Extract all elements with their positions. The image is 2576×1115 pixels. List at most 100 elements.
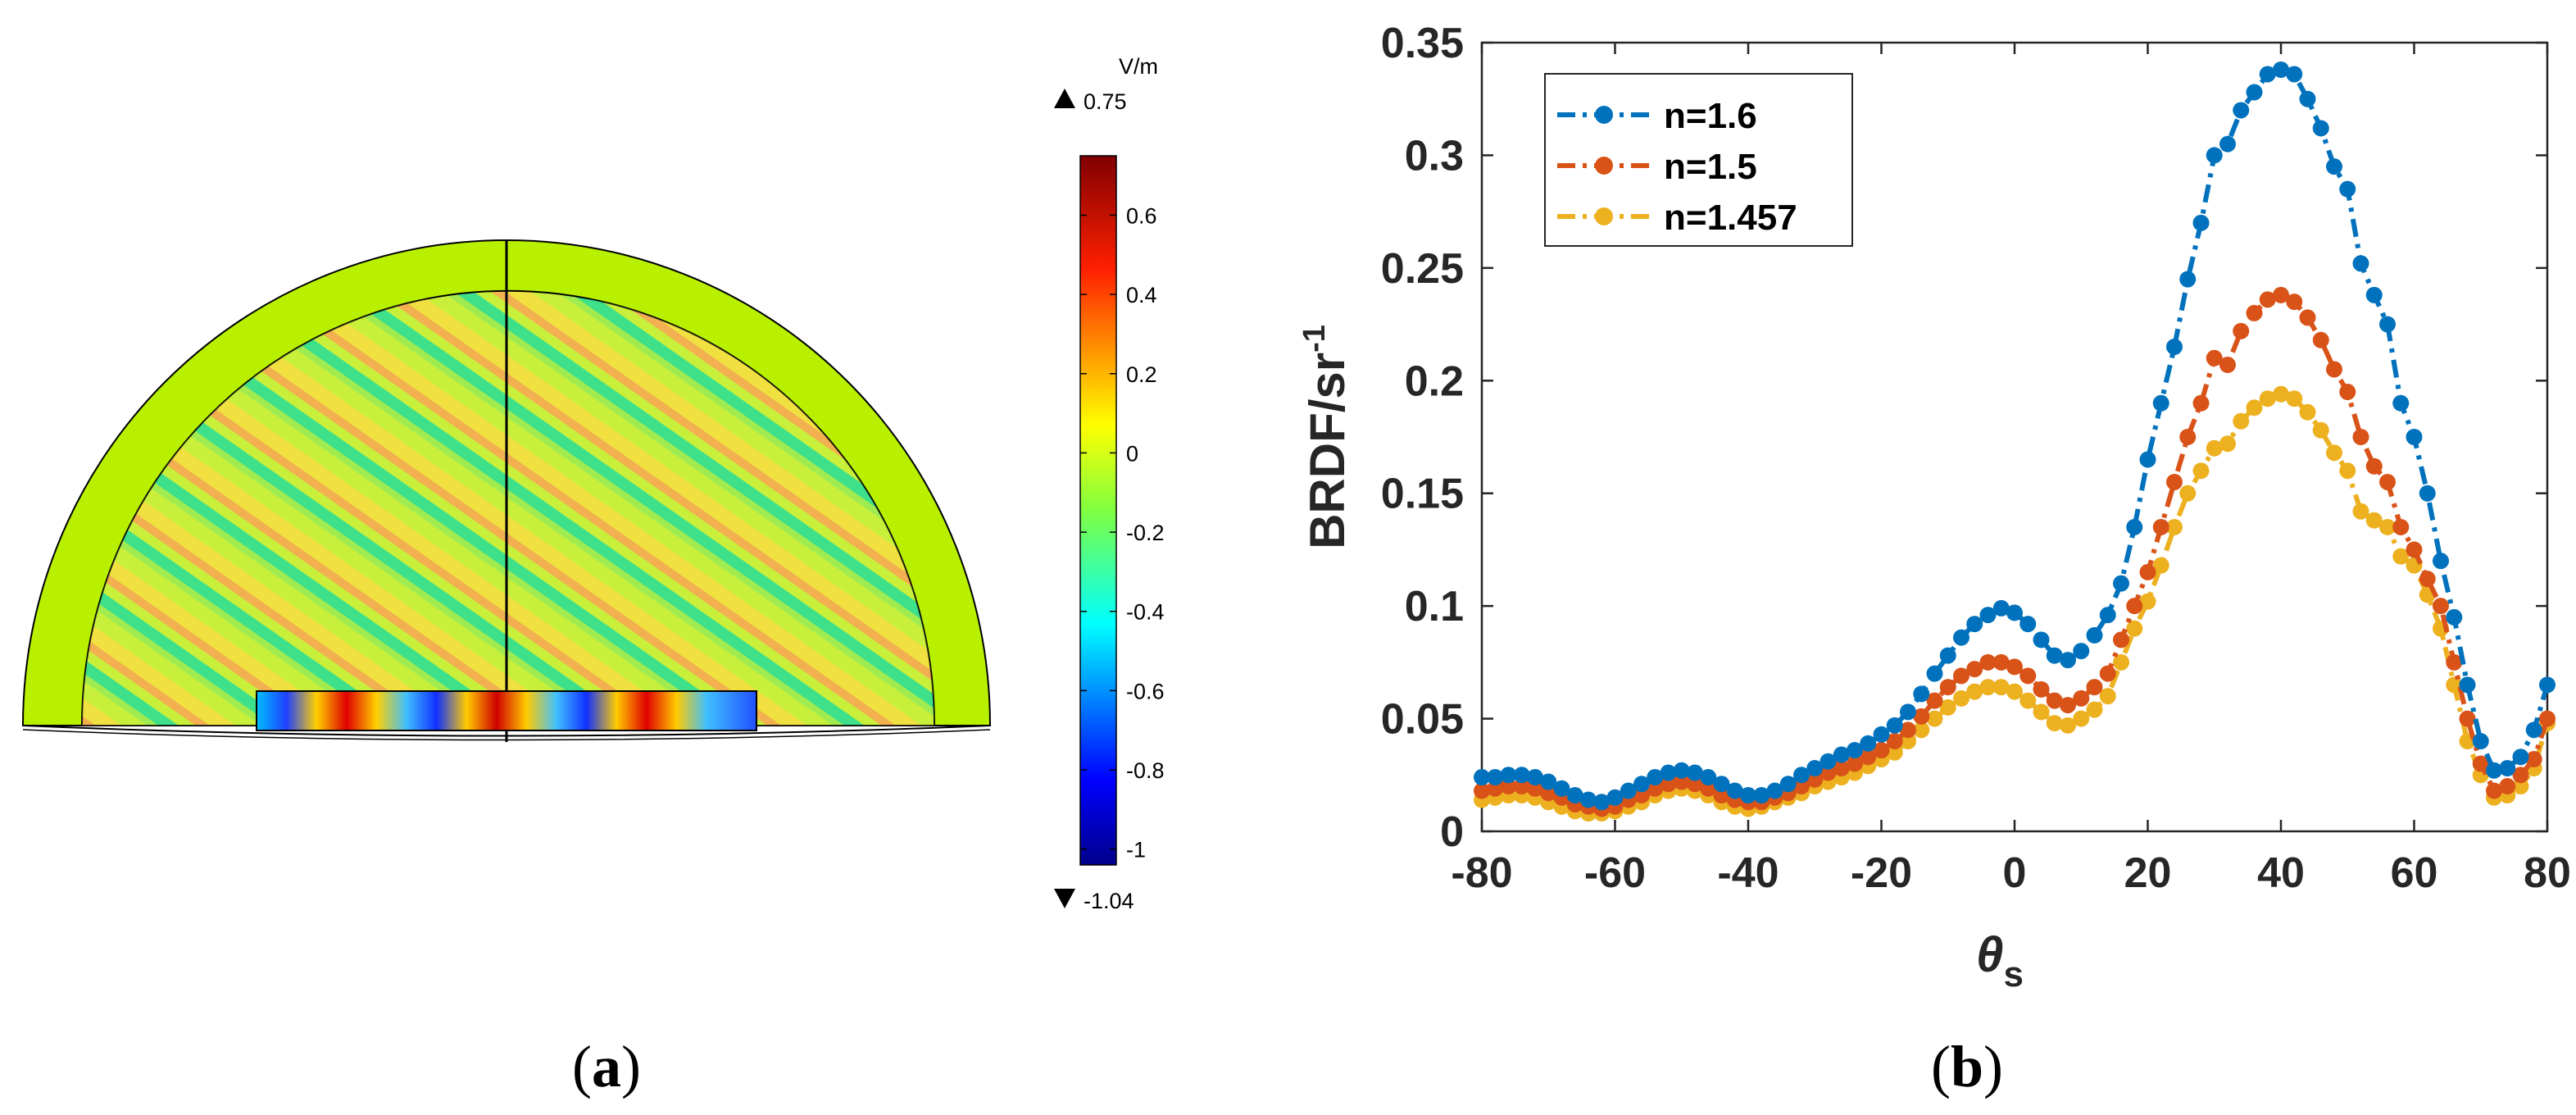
data-point bbox=[1660, 764, 1677, 781]
data-point bbox=[1713, 787, 1730, 804]
data-point bbox=[2126, 598, 2143, 615]
data-point bbox=[2406, 541, 2423, 558]
series-n=1.5 bbox=[1474, 286, 2556, 817]
data-point bbox=[2352, 255, 2369, 272]
data-point bbox=[2099, 665, 2116, 682]
data-point bbox=[2233, 102, 2250, 119]
data-point bbox=[2019, 667, 2037, 685]
x-tick-label: 60 bbox=[2391, 849, 2438, 897]
data-point bbox=[2033, 680, 2050, 698]
data-point bbox=[1580, 791, 1597, 808]
x-tick-label: 20 bbox=[2124, 849, 2172, 897]
y-tick-label: 0.15 bbox=[1381, 471, 1464, 518]
data-point bbox=[1939, 647, 1956, 664]
data-point bbox=[2365, 286, 2383, 303]
data-point bbox=[1793, 778, 1810, 795]
data-point bbox=[1753, 787, 1770, 804]
data-point bbox=[2525, 751, 2542, 768]
data-point bbox=[1806, 760, 1824, 777]
data-point bbox=[1633, 776, 1650, 793]
data-point bbox=[2152, 557, 2169, 574]
data-point bbox=[2113, 575, 2129, 592]
data-point bbox=[2006, 658, 2023, 676]
data-point bbox=[1713, 776, 1730, 793]
data-point bbox=[1779, 776, 1797, 793]
data-point bbox=[2299, 309, 2316, 326]
x-axis-ticks: -80 -60 -40 -20 0 20 40 60 80 bbox=[1451, 43, 2571, 897]
data-point bbox=[2192, 214, 2210, 231]
data-point bbox=[1500, 778, 1517, 795]
data-point bbox=[2379, 316, 2396, 333]
data-point bbox=[2086, 626, 2103, 644]
data-point bbox=[1979, 653, 1997, 671]
data-point bbox=[2179, 429, 2197, 445]
x-axis-label: θs bbox=[1976, 927, 2024, 994]
data-point bbox=[2179, 485, 2197, 502]
data-point bbox=[2219, 357, 2236, 374]
data-point bbox=[1966, 683, 1983, 700]
legend: n=1.6 n=1.5 n=1.457 bbox=[1544, 73, 1853, 247]
data-point bbox=[1913, 685, 1930, 703]
data-point bbox=[1847, 742, 1863, 759]
data-point bbox=[2379, 473, 2396, 490]
data-point bbox=[2486, 782, 2502, 799]
data-point bbox=[1939, 679, 1956, 696]
data-point bbox=[2299, 90, 2316, 107]
data-point bbox=[1647, 769, 1664, 786]
data-point bbox=[2152, 518, 2169, 535]
data-point bbox=[1886, 717, 1903, 734]
colorbar-max-marker-icon bbox=[1054, 89, 1075, 108]
data-point bbox=[1966, 661, 1983, 678]
data-point bbox=[2312, 120, 2329, 137]
data-point bbox=[2086, 679, 2103, 696]
colorbar-tick-label: -0.2 bbox=[1126, 521, 1165, 545]
data-point bbox=[1966, 616, 1983, 633]
data-point bbox=[2419, 571, 2436, 588]
x-tick-label: -80 bbox=[1451, 849, 1512, 897]
substrate-boundary bbox=[22, 725, 991, 737]
legend-label: n=1.457 bbox=[1664, 198, 1797, 238]
panel-a-caption-letter: a bbox=[592, 1034, 621, 1099]
data-point bbox=[2499, 778, 2516, 795]
data-point bbox=[2086, 701, 2103, 718]
data-point bbox=[1673, 762, 1690, 779]
data-point bbox=[2352, 503, 2369, 520]
colorbar-tick-label: 0.6 bbox=[1126, 203, 1157, 228]
data-point bbox=[1992, 679, 2010, 696]
data-point bbox=[1860, 735, 1877, 752]
data-point bbox=[2046, 647, 2063, 664]
data-point bbox=[2365, 457, 2383, 475]
data-point bbox=[2339, 384, 2356, 401]
data-point bbox=[2312, 331, 2329, 348]
legend-item: n=1.5 bbox=[1557, 147, 1757, 187]
data-point bbox=[1926, 692, 1943, 709]
data-point bbox=[1740, 787, 1756, 804]
x-tick-label: -20 bbox=[1851, 849, 1912, 897]
data-point bbox=[1647, 780, 1664, 797]
colorbar-tick-label: -0.8 bbox=[1126, 758, 1165, 783]
colorbar-gradient bbox=[1079, 155, 1117, 866]
data-point bbox=[2152, 394, 2169, 412]
data-point bbox=[2046, 715, 2063, 732]
data-point bbox=[2246, 84, 2263, 101]
data-point bbox=[1700, 769, 1717, 786]
data-point bbox=[1833, 760, 1850, 777]
data-point bbox=[1633, 787, 1650, 804]
data-point bbox=[1992, 599, 2010, 617]
data-point bbox=[2060, 697, 2076, 714]
data-point bbox=[1726, 782, 1743, 799]
y-axis-label-text: BRDF/sr bbox=[1300, 353, 1355, 549]
data-point bbox=[2259, 390, 2276, 407]
data-point bbox=[1847, 755, 1863, 772]
data-point bbox=[2525, 721, 2542, 739]
data-point bbox=[2472, 755, 2489, 772]
data-point bbox=[2512, 749, 2529, 766]
data-point bbox=[2273, 286, 2289, 303]
data-point bbox=[1687, 776, 1703, 793]
data-point bbox=[1766, 782, 1783, 799]
data-point bbox=[2539, 676, 2556, 694]
data-point bbox=[1886, 744, 1903, 761]
y-axis-label-superscript: -1 bbox=[1297, 325, 1332, 353]
data-point bbox=[2006, 683, 2023, 700]
